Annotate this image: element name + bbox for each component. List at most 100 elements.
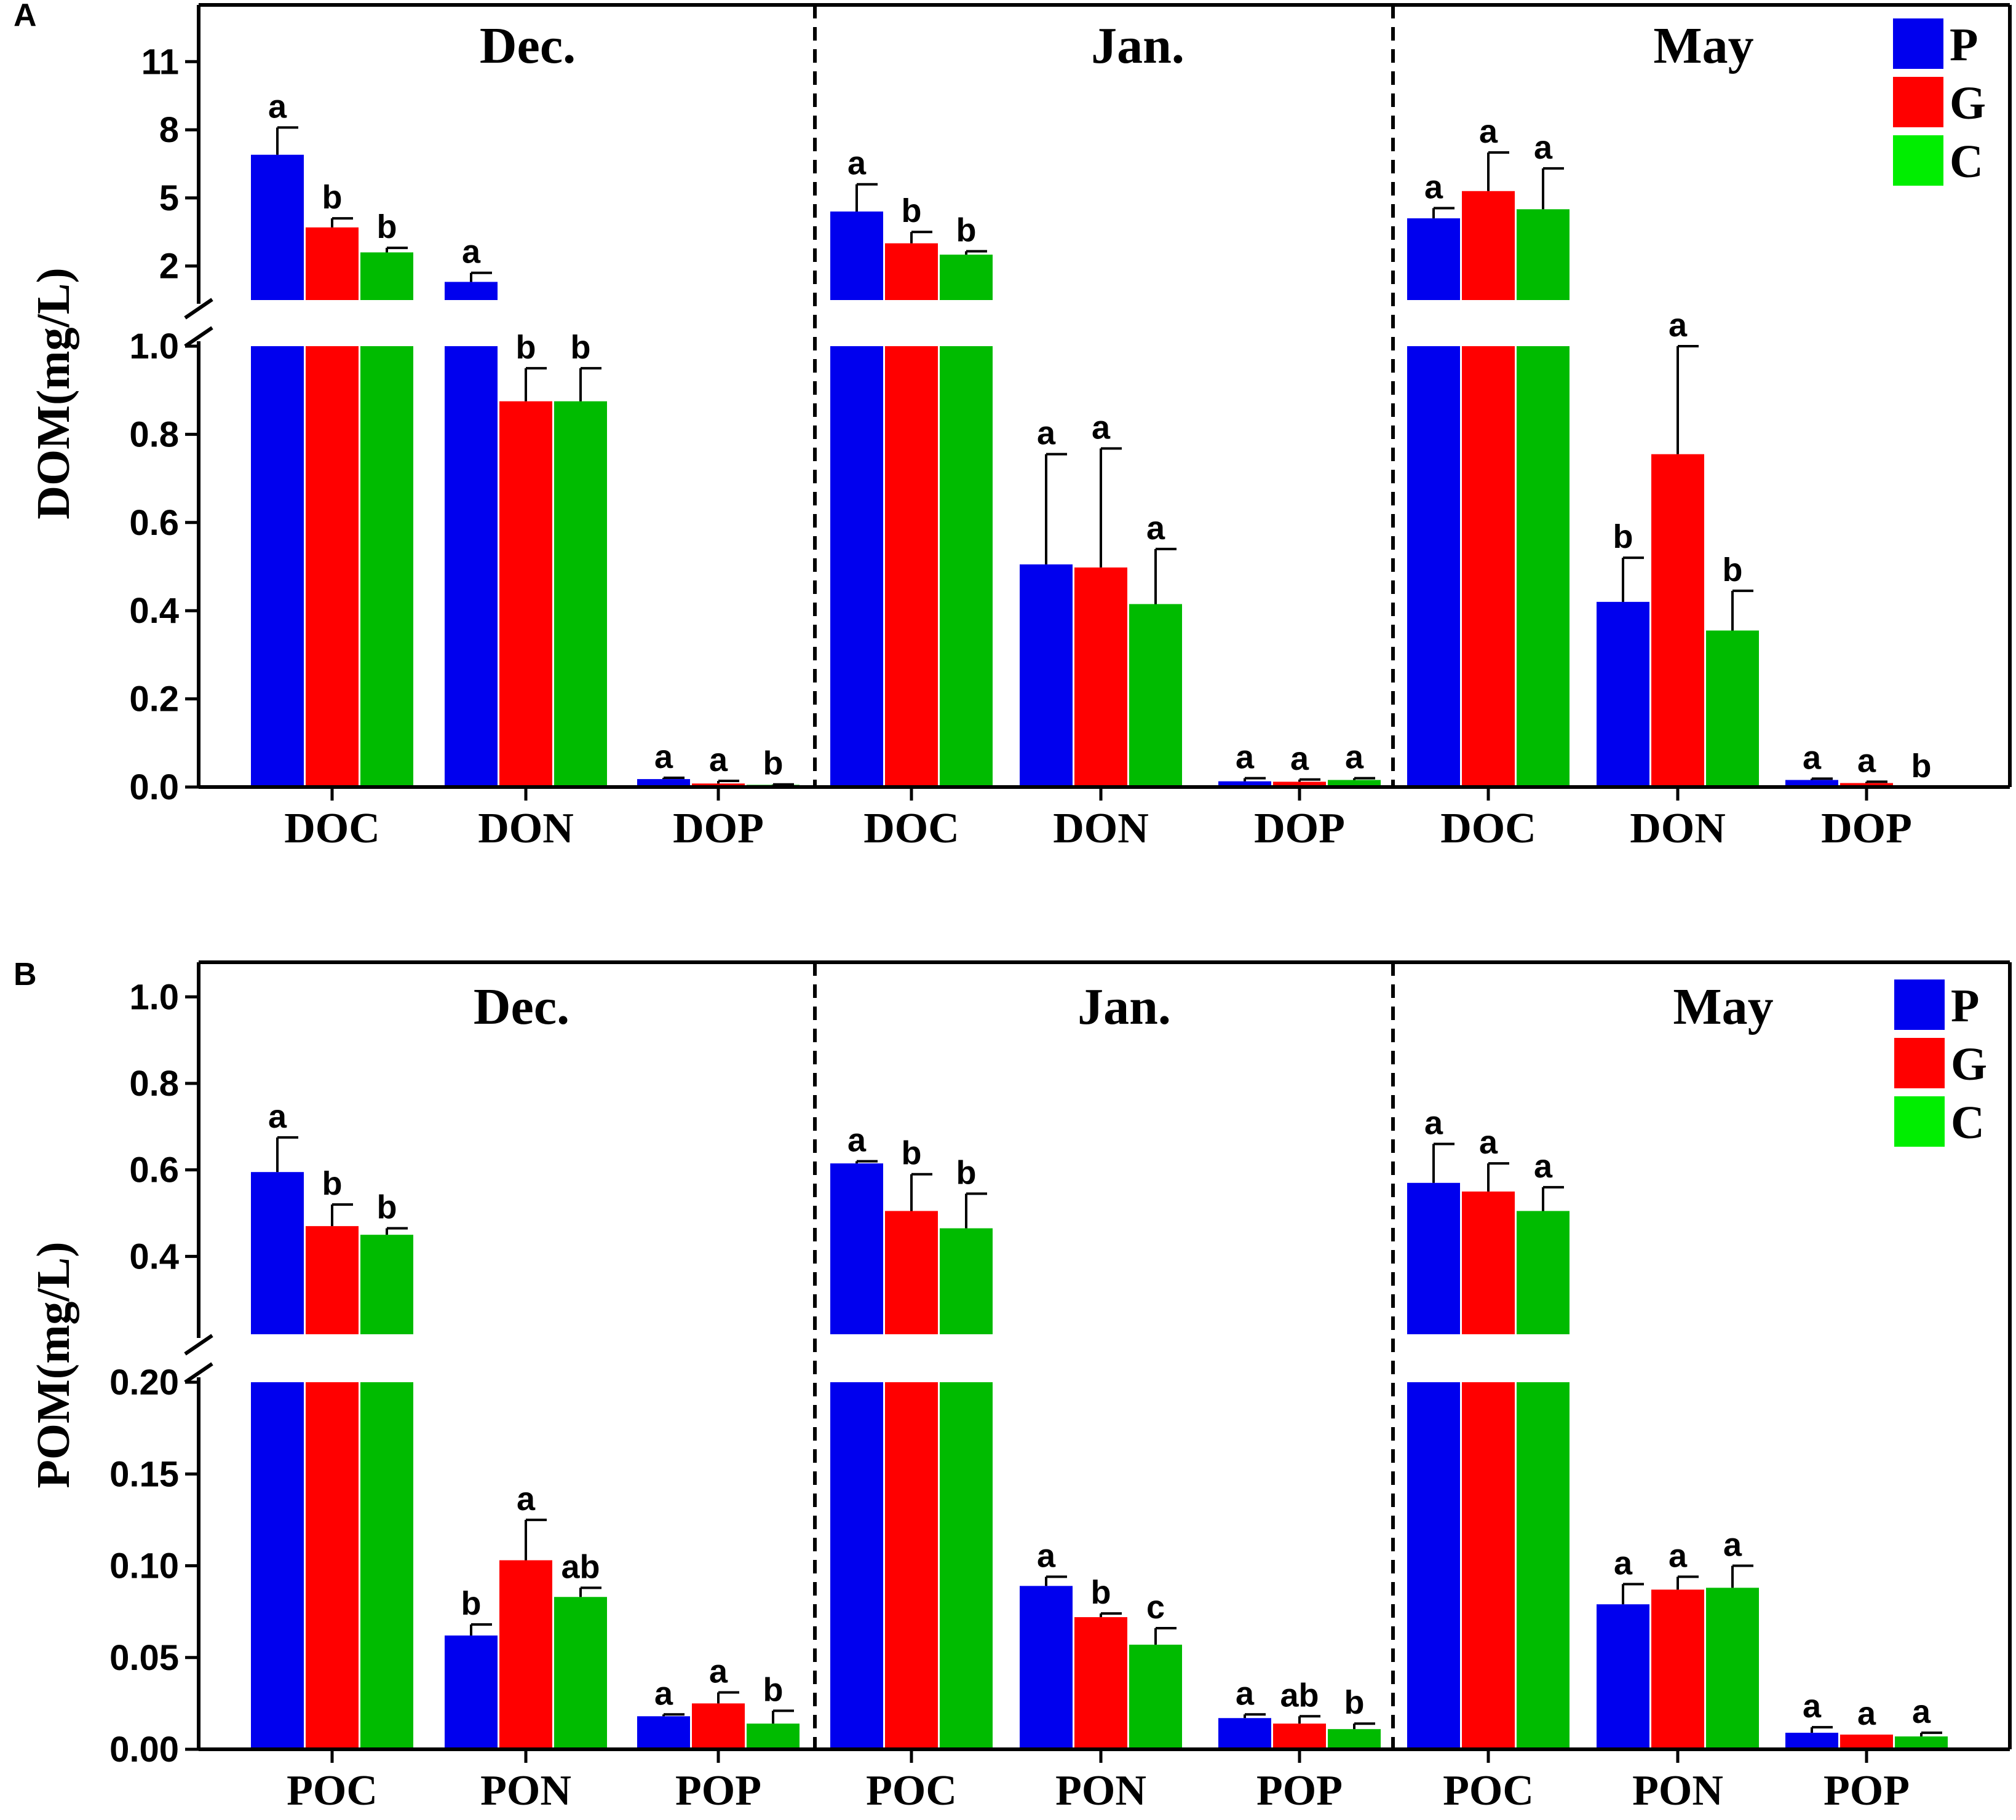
bar-upper-c: [940, 1228, 993, 1334]
bar-p: [1218, 1718, 1271, 1749]
month-title: Dec.: [474, 978, 569, 1035]
bar-c: [747, 1723, 800, 1749]
category-label: POC: [1443, 1767, 1534, 1814]
panel-label: B: [14, 957, 37, 992]
significance-letter: b: [956, 1154, 977, 1191]
bar-upper-g: [1462, 191, 1515, 300]
category-label: DOC: [1440, 805, 1536, 852]
bar-lower-c: [940, 346, 993, 787]
significance-letter: a: [1614, 1545, 1633, 1581]
y-tick-label: 1.0: [129, 977, 179, 1017]
y-tick-label: 5: [159, 178, 179, 218]
legend-label-g: G: [1951, 1039, 1987, 1090]
y-tick-label: 0.8: [129, 1064, 179, 1104]
significance-letter: a: [1912, 1693, 1931, 1730]
bar-g: [1651, 454, 1704, 787]
axis-break-mark: [184, 1362, 213, 1384]
significance-letter: a: [1146, 510, 1165, 547]
significance-letter: b: [322, 1165, 343, 1202]
bar-p: [1597, 601, 1649, 787]
significance-letter: a: [847, 145, 867, 182]
y-tick-label: 0.15: [109, 1454, 179, 1494]
panel-label: A: [14, 0, 37, 33]
bar-c: [1129, 604, 1182, 787]
legend-label-c: C: [1950, 136, 1983, 188]
month-title: May: [1653, 17, 1753, 74]
significance-letter: a: [1037, 415, 1056, 452]
bar-upper-p: [830, 1163, 883, 1334]
significance-letter: a: [1479, 113, 1498, 150]
significance-letter: a: [268, 1098, 287, 1135]
significance-letter: a: [1037, 1537, 1056, 1574]
bar-lower-p: [1407, 1382, 1460, 1749]
y-tick-label: 0.0: [129, 767, 179, 807]
y-tick-label: 1.0: [129, 326, 179, 366]
bar-c: [554, 1597, 607, 1749]
category-label: POP: [1824, 1767, 1910, 1814]
y-tick-label: 0.6: [129, 1150, 179, 1190]
legend-swatch-g: [1893, 77, 1943, 127]
bar-upper-c: [1517, 1211, 1570, 1334]
y-tick-label: 0.4: [129, 591, 179, 631]
bar-g: [1273, 781, 1326, 787]
bar-upper-c: [360, 252, 413, 300]
bar-p: [445, 1635, 498, 1749]
bar-lower-p: [445, 346, 498, 787]
bar-g: [1840, 1735, 1893, 1749]
significance-letter: a: [1857, 1695, 1876, 1732]
significance-letter: a: [1534, 129, 1553, 166]
axis-break-mark: [184, 1334, 213, 1356]
significance-letter: a: [517, 1481, 536, 1517]
significance-letter: b: [902, 1135, 922, 1172]
significance-letter: a: [709, 1653, 728, 1690]
significance-letter: b: [322, 179, 343, 216]
bar-lower-c: [940, 1382, 993, 1749]
category-label: DON: [1630, 805, 1726, 852]
legend-label-g: G: [1950, 77, 1986, 129]
significance-letter: b: [377, 1189, 397, 1226]
bar-upper-c: [940, 255, 993, 300]
bar-upper-g: [306, 227, 359, 300]
significance-letter: a: [847, 1122, 867, 1159]
legend-label-c: C: [1951, 1097, 1985, 1149]
month-title: May: [1673, 978, 1773, 1035]
bar-lower-p: [830, 346, 883, 787]
significance-letter: a: [1803, 1688, 1822, 1725]
significance-letter: b: [902, 192, 922, 229]
y-tick-label: 0.2: [129, 679, 179, 719]
bar-p: [1785, 1733, 1838, 1749]
significance-letter: a: [1290, 740, 1309, 777]
significance-letter: b: [571, 329, 591, 366]
month-title: Jan.: [1077, 978, 1171, 1035]
category-label: POP: [675, 1767, 761, 1814]
significance-letter: b: [763, 1671, 784, 1708]
significance-letter: b: [1091, 1574, 1111, 1611]
significance-letter: a: [1236, 739, 1255, 776]
y-tick-label: 0.10: [109, 1546, 179, 1586]
category-label: DOC: [863, 805, 959, 852]
significance-letter: a: [1092, 409, 1111, 446]
bar-p: [1020, 1586, 1073, 1749]
legend-swatch-p: [1893, 18, 1943, 69]
bar-c: [1328, 780, 1381, 787]
bar-lower-g: [306, 1382, 359, 1749]
bar-upper-p: [251, 154, 304, 300]
significance-letter: a: [1669, 307, 1688, 344]
bar-p: [637, 779, 690, 787]
bar-g: [499, 1560, 552, 1749]
category-label: POP: [1256, 1767, 1343, 1814]
y-tick-label: 2: [159, 247, 179, 287]
bar-lower-g: [885, 346, 938, 787]
y-axis-label: DOM(mg/L): [28, 267, 79, 519]
y-tick-label: 11: [141, 42, 179, 82]
y-tick-label: 0.20: [109, 1363, 179, 1403]
significance-letter: a: [1236, 1675, 1255, 1712]
bar-c: [554, 401, 607, 787]
bar-p: [1020, 564, 1073, 787]
significance-letter: b: [1911, 748, 1932, 785]
bar-g: [1074, 1617, 1127, 1749]
bar-p: [1218, 781, 1271, 787]
legend-label-p: P: [1950, 19, 1978, 71]
significance-letter: ab: [1280, 1677, 1319, 1714]
